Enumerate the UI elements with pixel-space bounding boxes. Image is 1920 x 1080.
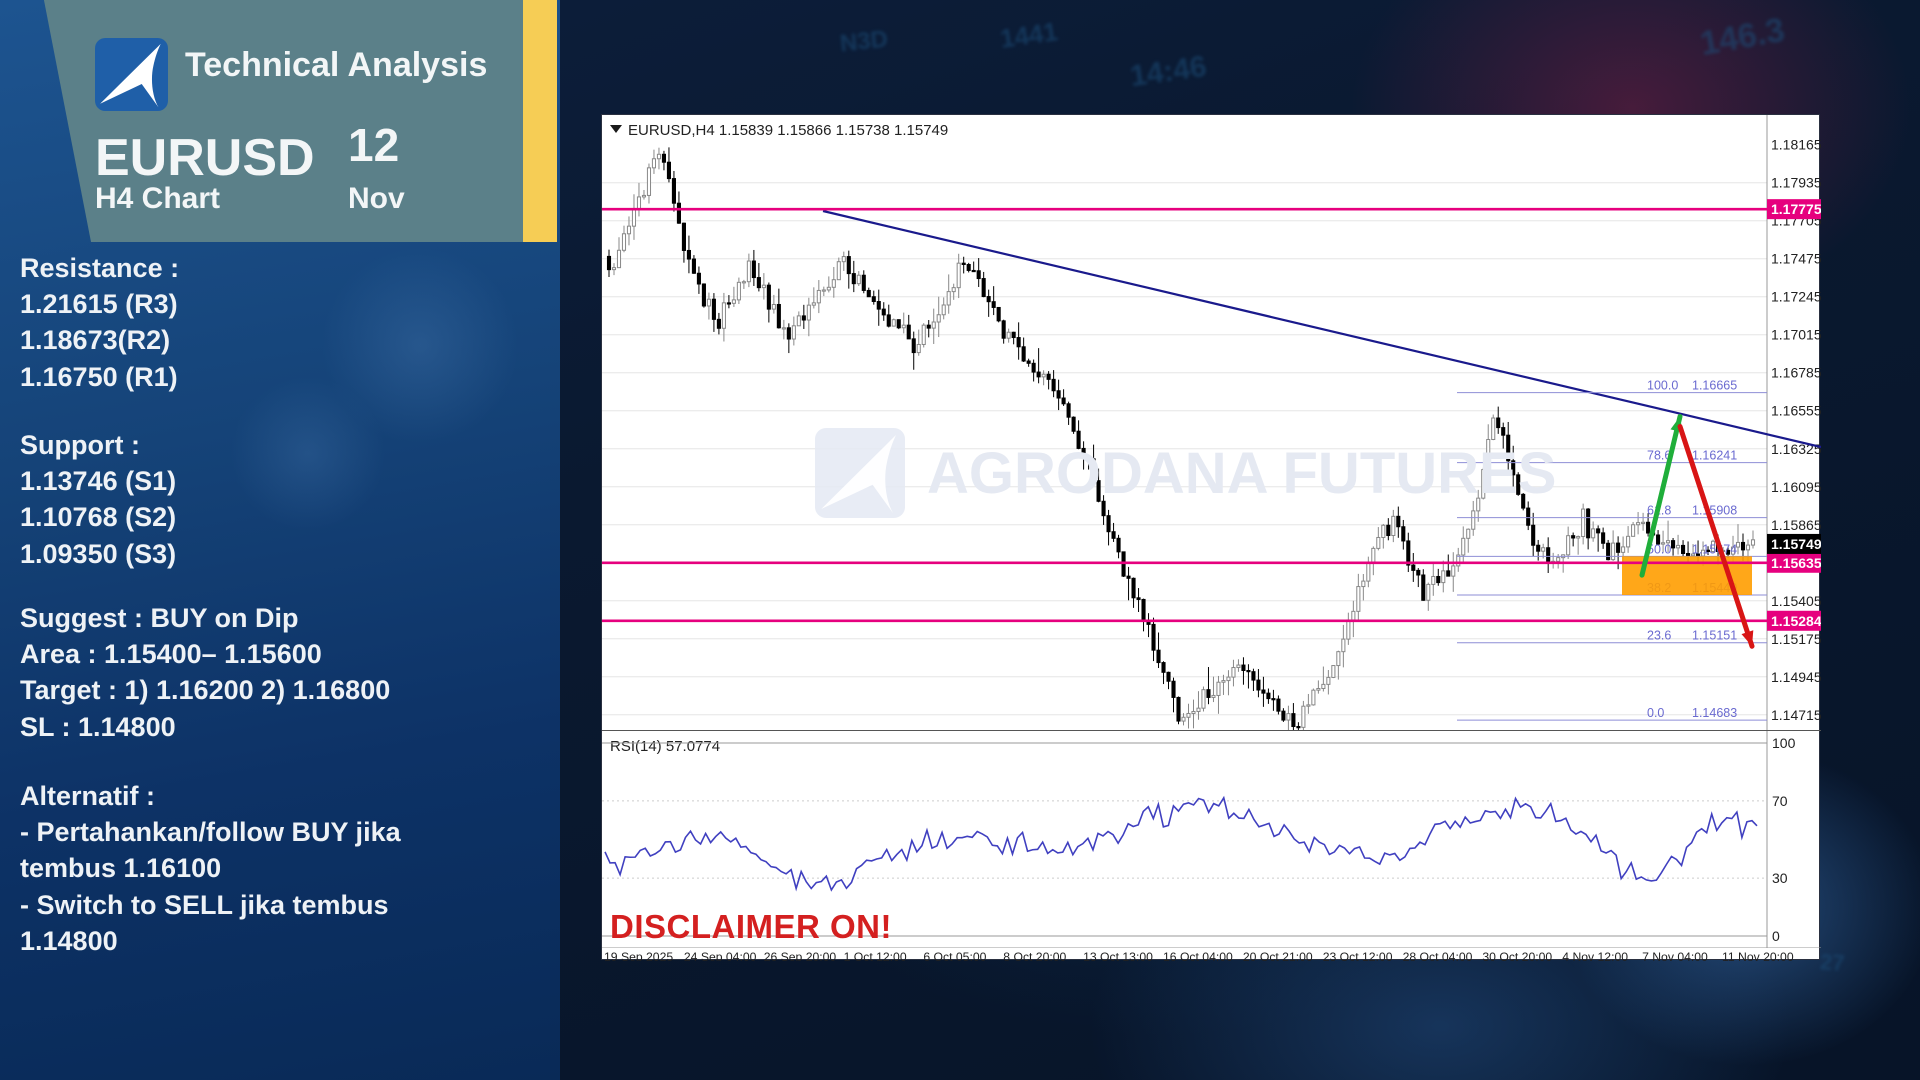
svg-text:4 Nov 12:00: 4 Nov 12:00 [1562, 950, 1628, 961]
svg-text:1.14683: 1.14683 [1692, 706, 1737, 720]
svg-text:11 Nov 20:00: 11 Nov 20:00 [1722, 950, 1794, 961]
svg-text:1.15749: 1.15749 [1771, 536, 1821, 552]
svg-text:0: 0 [1772, 928, 1780, 944]
svg-text:19 Sep 2025: 19 Sep 2025 [604, 950, 673, 961]
svg-text:100: 100 [1772, 735, 1796, 751]
svg-text:1.16785: 1.16785 [1771, 365, 1821, 381]
svg-text:1.15865: 1.15865 [1771, 517, 1821, 533]
svg-text:1.17775: 1.17775 [1771, 201, 1821, 217]
svg-text:0.0: 0.0 [1647, 706, 1664, 720]
svg-text:1.15284: 1.15284 [1771, 613, 1821, 629]
svg-text:16 Oct 04:00: 16 Oct 04:00 [1163, 950, 1233, 961]
svg-text:1.14715: 1.14715 [1771, 707, 1821, 723]
svg-text:EURUSD,H4 1.15839 1.15866 1.1: EURUSD,H4 1.15839 1.15866 1.15738 1.1574… [628, 122, 948, 139]
svg-text:20 Oct 21:00: 20 Oct 21:00 [1243, 950, 1313, 961]
svg-text:1 Oct 12:00: 1 Oct 12:00 [844, 950, 907, 961]
svg-text:13 Oct 13:00: 13 Oct 13:00 [1083, 950, 1153, 961]
svg-text:1.18165: 1.18165 [1771, 137, 1821, 153]
svg-text:1.15405: 1.15405 [1771, 593, 1821, 609]
svg-text:1.15674: 1.15674 [1692, 542, 1737, 556]
svg-text:1.15151: 1.15151 [1692, 629, 1737, 643]
svg-text:1.17935: 1.17935 [1771, 175, 1821, 191]
svg-text:30: 30 [1772, 870, 1788, 886]
svg-text:1.17475: 1.17475 [1771, 251, 1821, 267]
svg-text:1.16325: 1.16325 [1771, 441, 1821, 457]
svg-text:28 Oct 04:00: 28 Oct 04:00 [1403, 950, 1473, 961]
svg-text:1.16665: 1.16665 [1692, 379, 1737, 393]
svg-text:1.17245: 1.17245 [1771, 289, 1821, 305]
svg-text:1.15175: 1.15175 [1771, 631, 1821, 647]
svg-text:23 Oct 12:00: 23 Oct 12:00 [1323, 950, 1393, 961]
svg-text:26 Sep 20:00: 26 Sep 20:00 [764, 950, 837, 961]
svg-text:1.16095: 1.16095 [1771, 479, 1821, 495]
svg-text:23.6: 23.6 [1647, 629, 1671, 643]
svg-text:100.0: 100.0 [1647, 379, 1678, 393]
svg-text:1.17015: 1.17015 [1771, 327, 1821, 343]
svg-text:1.16555: 1.16555 [1771, 403, 1821, 419]
svg-text:30 Oct 20:00: 30 Oct 20:00 [1482, 950, 1552, 961]
svg-text:70: 70 [1772, 793, 1788, 809]
svg-text:6 Oct 05:00: 6 Oct 05:00 [923, 950, 986, 961]
svg-text:8 Oct 20:00: 8 Oct 20:00 [1003, 950, 1066, 961]
svg-text:24 Sep 04:00: 24 Sep 04:00 [684, 950, 757, 961]
svg-text:RSI(14) 57.0774: RSI(14) 57.0774 [610, 738, 720, 755]
svg-text:1.14945: 1.14945 [1771, 669, 1821, 685]
svg-text:AGRODANA FUTURES: AGRODANA FUTURES [927, 441, 1556, 506]
svg-text:1.15635: 1.15635 [1771, 555, 1821, 571]
svg-text:7 Nov 04:00: 7 Nov 04:00 [1642, 950, 1708, 961]
